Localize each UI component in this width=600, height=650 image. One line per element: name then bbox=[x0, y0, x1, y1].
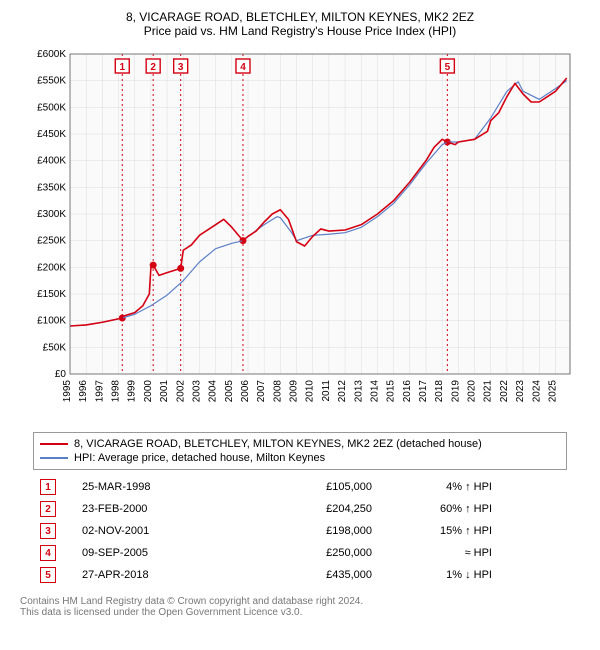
svg-text:2004: 2004 bbox=[208, 380, 219, 403]
svg-text:£300K: £300K bbox=[37, 209, 66, 220]
svg-text:5: 5 bbox=[445, 62, 451, 73]
sales-table: 125-MAR-1998£105,0004% ↑ HPI223-FEB-2000… bbox=[40, 476, 560, 586]
svg-text:2010: 2010 bbox=[305, 380, 316, 403]
svg-text:4: 4 bbox=[240, 62, 246, 73]
legend-line-swatch bbox=[40, 457, 68, 459]
sale-marker-icon: 4 bbox=[40, 545, 56, 561]
legend-line-swatch bbox=[40, 443, 68, 445]
svg-text:2022: 2022 bbox=[499, 380, 510, 403]
sale-date: 09-SEP-2005 bbox=[56, 547, 252, 559]
svg-text:2011: 2011 bbox=[321, 380, 332, 402]
svg-text:1996: 1996 bbox=[78, 380, 89, 403]
svg-text:1998: 1998 bbox=[111, 380, 122, 403]
legend: 8, VICARAGE ROAD, BLETCHLEY, MILTON KEYN… bbox=[33, 432, 567, 470]
title-subtitle: Price paid vs. HM Land Registry's House … bbox=[10, 24, 590, 38]
price-chart: £0 £50K £100K £150K £200K £250K £300K £350K £400… bbox=[20, 44, 580, 424]
svg-text:3: 3 bbox=[178, 62, 184, 73]
svg-text:2020: 2020 bbox=[467, 380, 478, 403]
svg-text:1999: 1999 bbox=[127, 380, 138, 403]
sale-row: 409-SEP-2005£250,000≈ HPI bbox=[40, 542, 560, 564]
sale-marker-icon: 1 bbox=[40, 479, 56, 495]
sale-price: £105,000 bbox=[252, 481, 372, 493]
svg-text:2006: 2006 bbox=[240, 380, 251, 403]
svg-text:2019: 2019 bbox=[450, 380, 461, 403]
svg-text:2003: 2003 bbox=[191, 380, 202, 403]
svg-text:2015: 2015 bbox=[386, 380, 397, 403]
svg-text:1995: 1995 bbox=[62, 380, 73, 403]
svg-text:£100K: £100K bbox=[37, 316, 66, 327]
svg-text:2013: 2013 bbox=[353, 380, 364, 403]
svg-text:2007: 2007 bbox=[256, 380, 267, 403]
sale-marker-icon: 5 bbox=[40, 567, 56, 583]
sale-row: 223-FEB-2000£204,25060% ↑ HPI bbox=[40, 498, 560, 520]
sale-vs-hpi: 60% ↑ HPI bbox=[372, 503, 492, 515]
svg-text:2016: 2016 bbox=[402, 380, 413, 403]
svg-text:2: 2 bbox=[150, 62, 156, 73]
svg-text:£200K: £200K bbox=[37, 262, 66, 273]
sale-price: £204,250 bbox=[252, 503, 372, 515]
svg-text:2025: 2025 bbox=[547, 380, 558, 403]
sale-price: £250,000 bbox=[252, 547, 372, 559]
svg-text:£600K: £600K bbox=[37, 49, 66, 60]
svg-text:2000: 2000 bbox=[143, 380, 154, 403]
svg-text:2009: 2009 bbox=[289, 380, 300, 403]
svg-text:2018: 2018 bbox=[434, 380, 445, 403]
svg-text:£450K: £450K bbox=[37, 129, 66, 140]
sale-vs-hpi: 15% ↑ HPI bbox=[372, 525, 492, 537]
svg-text:2008: 2008 bbox=[272, 380, 283, 403]
legend-item: HPI: Average price, detached house, Milt… bbox=[40, 451, 560, 465]
sale-row: 125-MAR-1998£105,0004% ↑ HPI bbox=[40, 476, 560, 498]
legend-item: 8, VICARAGE ROAD, BLETCHLEY, MILTON KEYN… bbox=[40, 437, 560, 451]
svg-text:2012: 2012 bbox=[337, 380, 348, 403]
sale-marker-icon: 2 bbox=[40, 501, 56, 517]
sale-date: 23-FEB-2000 bbox=[56, 503, 252, 515]
legend-label: HPI: Average price, detached house, Milt… bbox=[74, 452, 325, 464]
sale-marker-icon: 3 bbox=[40, 523, 56, 539]
svg-text:2024: 2024 bbox=[531, 380, 542, 403]
sale-row: 302-NOV-2001£198,00015% ↑ HPI bbox=[40, 520, 560, 542]
svg-text:£50K: £50K bbox=[43, 342, 67, 353]
svg-text:1: 1 bbox=[119, 62, 125, 73]
svg-text:2023: 2023 bbox=[515, 380, 526, 403]
svg-text:2014: 2014 bbox=[369, 380, 380, 403]
svg-text:£400K: £400K bbox=[37, 156, 66, 167]
footer-line1: Contains HM Land Registry data © Crown c… bbox=[20, 596, 590, 607]
sale-price: £435,000 bbox=[252, 569, 372, 581]
svg-text:1997: 1997 bbox=[94, 380, 105, 403]
title-address: 8, VICARAGE ROAD, BLETCHLEY, MILTON KEYN… bbox=[10, 10, 590, 24]
sale-vs-hpi: 1% ↓ HPI bbox=[372, 569, 492, 581]
sale-vs-hpi: 4% ↑ HPI bbox=[372, 481, 492, 493]
svg-text:2001: 2001 bbox=[159, 380, 170, 403]
svg-text:2005: 2005 bbox=[224, 380, 235, 403]
sale-date: 25-MAR-1998 bbox=[56, 481, 252, 493]
svg-text:£0: £0 bbox=[55, 369, 67, 380]
svg-text:£350K: £350K bbox=[37, 182, 66, 193]
footer-line2: This data is licensed under the Open Gov… bbox=[20, 607, 590, 618]
footer-attribution: Contains HM Land Registry data © Crown c… bbox=[10, 596, 590, 618]
sale-date: 02-NOV-2001 bbox=[56, 525, 252, 537]
svg-text:2017: 2017 bbox=[418, 380, 429, 403]
svg-text:£500K: £500K bbox=[37, 102, 66, 113]
legend-label: 8, VICARAGE ROAD, BLETCHLEY, MILTON KEYN… bbox=[74, 438, 482, 450]
svg-text:£550K: £550K bbox=[37, 76, 66, 87]
svg-text:£150K: £150K bbox=[37, 289, 66, 300]
sale-price: £198,000 bbox=[252, 525, 372, 537]
svg-text:2021: 2021 bbox=[483, 380, 494, 403]
svg-text:2002: 2002 bbox=[175, 380, 186, 403]
sale-date: 27-APR-2018 bbox=[56, 569, 252, 581]
sale-row: 527-APR-2018£435,0001% ↓ HPI bbox=[40, 564, 560, 586]
sale-vs-hpi: ≈ HPI bbox=[372, 547, 492, 559]
svg-text:£250K: £250K bbox=[37, 236, 66, 247]
